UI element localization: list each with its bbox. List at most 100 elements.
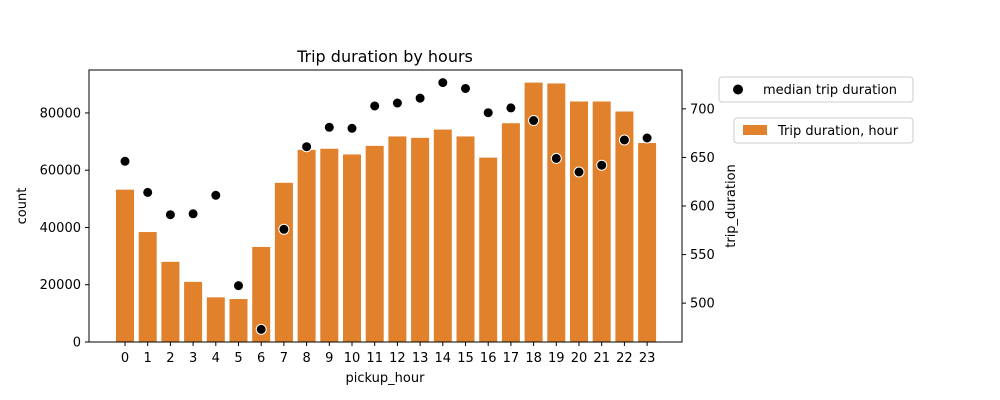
scatter-point — [573, 166, 585, 178]
bar — [411, 137, 430, 342]
bar — [524, 82, 543, 342]
x-tick-label: 3 — [189, 351, 197, 366]
x-tick-label: 21 — [593, 351, 610, 366]
x-tick-label: 2 — [166, 351, 174, 366]
x-tick-label: 1 — [144, 351, 152, 366]
bar — [501, 123, 520, 342]
x-tick-label: 7 — [280, 351, 288, 366]
y2-ticks: 500 550 600 650 700 — [682, 102, 715, 312]
y2-tick-label: 650 — [690, 151, 715, 166]
scatter-point — [596, 159, 608, 171]
scatter-point — [505, 102, 517, 114]
bar — [388, 136, 407, 342]
bar — [184, 281, 203, 342]
points-layer — [119, 77, 653, 335]
x-tick-label: 0 — [121, 351, 129, 366]
x-tick-label: 5 — [234, 351, 242, 366]
scatter-point — [301, 141, 313, 153]
y-tick-label: 0 — [73, 336, 81, 351]
x-tick-label: 4 — [212, 351, 220, 366]
legend-scatter-box — [718, 76, 914, 103]
scatter-point — [437, 77, 449, 89]
bar — [252, 246, 271, 342]
scatter-point — [414, 92, 426, 104]
legend-bar: Trip duration, hour — [733, 117, 914, 144]
bar — [116, 189, 134, 342]
bar — [433, 129, 452, 342]
bars-layer — [116, 82, 657, 343]
x-tick-label: 8 — [302, 351, 310, 366]
bar — [274, 182, 293, 342]
bar — [638, 143, 657, 342]
legend-scatter-marker — [733, 84, 743, 95]
bar — [138, 232, 157, 342]
bar — [456, 136, 475, 342]
y2-tick-label: 600 — [690, 200, 715, 215]
bar — [297, 149, 316, 342]
x-tick-label: 13 — [412, 351, 429, 366]
y-tick-label: 60000 — [40, 164, 81, 179]
y2-axis-title: trip_duration — [724, 164, 739, 248]
scatter-point — [618, 134, 630, 146]
legend-bar-swatch — [743, 125, 767, 135]
x-tick-label: 12 — [389, 351, 406, 366]
scatter-point — [142, 186, 154, 198]
scatter-point — [255, 323, 267, 335]
scatter-point — [210, 189, 222, 201]
y-tick-label: 80000 — [40, 106, 81, 121]
scatter-point — [233, 280, 244, 292]
scatter-point — [278, 223, 290, 235]
scatter-point — [641, 132, 653, 144]
bar — [479, 157, 498, 342]
legend-bar-box — [733, 117, 914, 144]
x-tick-label: 6 — [257, 351, 265, 366]
scatter-point — [119, 155, 131, 167]
x-tick-label: 18 — [525, 351, 542, 366]
legend-scatter-label: median trip duration — [763, 83, 897, 98]
legend-scatter: median trip duration — [718, 76, 914, 103]
bar — [365, 145, 384, 342]
x-tick-label: 16 — [480, 351, 497, 366]
x-tick-label: 11 — [366, 351, 383, 366]
scatter-point — [187, 208, 199, 220]
bar — [570, 101, 588, 343]
bar — [229, 299, 248, 342]
x-tick-label: 14 — [435, 351, 452, 366]
x-tick-label: 15 — [457, 351, 474, 366]
x-ticks: 0 1 2 3 4 5 6 7 8 9 10 11 12 13 14 15 16 17 18 19 20 21 22 23 — [121, 342, 656, 366]
scatter-point — [528, 115, 540, 127]
y2-tick-label: 700 — [690, 102, 715, 117]
bar — [343, 154, 361, 342]
scatter-point — [346, 122, 358, 134]
scatter-point — [369, 100, 381, 112]
x-tick-label: 22 — [616, 351, 633, 366]
x-tick-label: 20 — [571, 351, 588, 366]
x-tick-label: 17 — [503, 351, 520, 366]
scatter-point — [550, 152, 562, 164]
scatter-point — [323, 121, 335, 133]
x-tick-label: 19 — [548, 351, 565, 366]
scatter-point — [482, 107, 494, 119]
y2-tick-label: 500 — [690, 297, 715, 312]
bar — [161, 261, 180, 342]
scatter-point — [391, 97, 403, 109]
bar — [206, 297, 225, 342]
chart-title: Trip duration by hours — [296, 47, 473, 66]
x-tick-label: 9 — [325, 351, 333, 366]
y-tick-label: 20000 — [40, 278, 81, 293]
y-axis-title: count — [15, 188, 30, 225]
bar — [547, 83, 566, 343]
bar — [320, 148, 339, 342]
y-tick-label: 40000 — [40, 221, 81, 236]
y2-tick-label: 550 — [690, 248, 715, 263]
legend-bar-label: Trip duration, hour — [777, 124, 899, 139]
x-axis-title: pickup_hour — [346, 371, 426, 386]
bar — [615, 111, 634, 343]
scatter-point — [460, 82, 471, 94]
x-tick-label: 10 — [344, 351, 361, 366]
scatter-point — [164, 209, 176, 221]
x-tick-label: 23 — [639, 351, 656, 366]
y-ticks: 0 20000 40000 60000 80000 — [40, 106, 89, 351]
bar — [592, 101, 611, 343]
